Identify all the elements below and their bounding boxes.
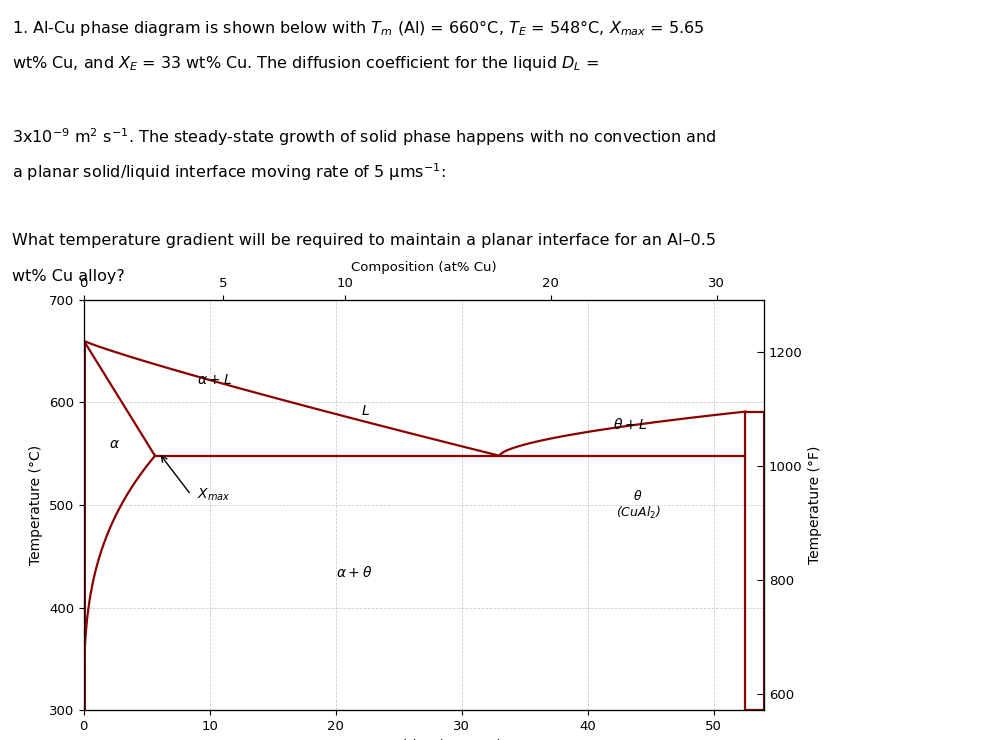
Text: 1. Al-Cu phase diagram is shown below with $T_m$ (Al) = 660°C, $T_E$ = 548°C, $X: 1. Al-Cu phase diagram is shown below wi… (12, 18, 705, 38)
Text: What temperature gradient will be required to maintain a planar interface for an: What temperature gradient will be requir… (12, 233, 716, 249)
Text: $L$: $L$ (361, 404, 370, 417)
Text: wt% Cu, and $X_E$ = 33 wt% Cu. The diffusion coefficient for the liquid $D_L$ =: wt% Cu, and $X_E$ = 33 wt% Cu. The diffu… (12, 54, 599, 73)
Y-axis label: Temperature (°C): Temperature (°C) (30, 445, 43, 565)
Text: $X_{max}$: $X_{max}$ (197, 487, 231, 503)
Text: wt% Cu alloy?: wt% Cu alloy? (12, 269, 124, 284)
Text: $\alpha$: $\alpha$ (109, 437, 120, 451)
Text: $\theta$
(CuAl$_2$): $\theta$ (CuAl$_2$) (615, 489, 661, 521)
Text: $\theta + L$: $\theta + L$ (613, 417, 648, 432)
Text: $\alpha + \theta$: $\alpha + \theta$ (336, 565, 372, 580)
Text: a planar solid/liquid interface moving rate of 5 μms$^{-1}$:: a planar solid/liquid interface moving r… (12, 162, 446, 184)
Text: $\alpha + L$: $\alpha + L$ (197, 373, 233, 387)
X-axis label: Composition (wt% Cu): Composition (wt% Cu) (346, 739, 502, 740)
Text: 3x10$^{-9}$ m$^2$ s$^{-1}$. The steady-state growth of solid phase happens with : 3x10$^{-9}$ m$^2$ s$^{-1}$. The steady-s… (12, 126, 717, 148)
X-axis label: Composition (at% Cu): Composition (at% Cu) (351, 261, 497, 275)
Y-axis label: Temperature (°F): Temperature (°F) (809, 446, 822, 564)
